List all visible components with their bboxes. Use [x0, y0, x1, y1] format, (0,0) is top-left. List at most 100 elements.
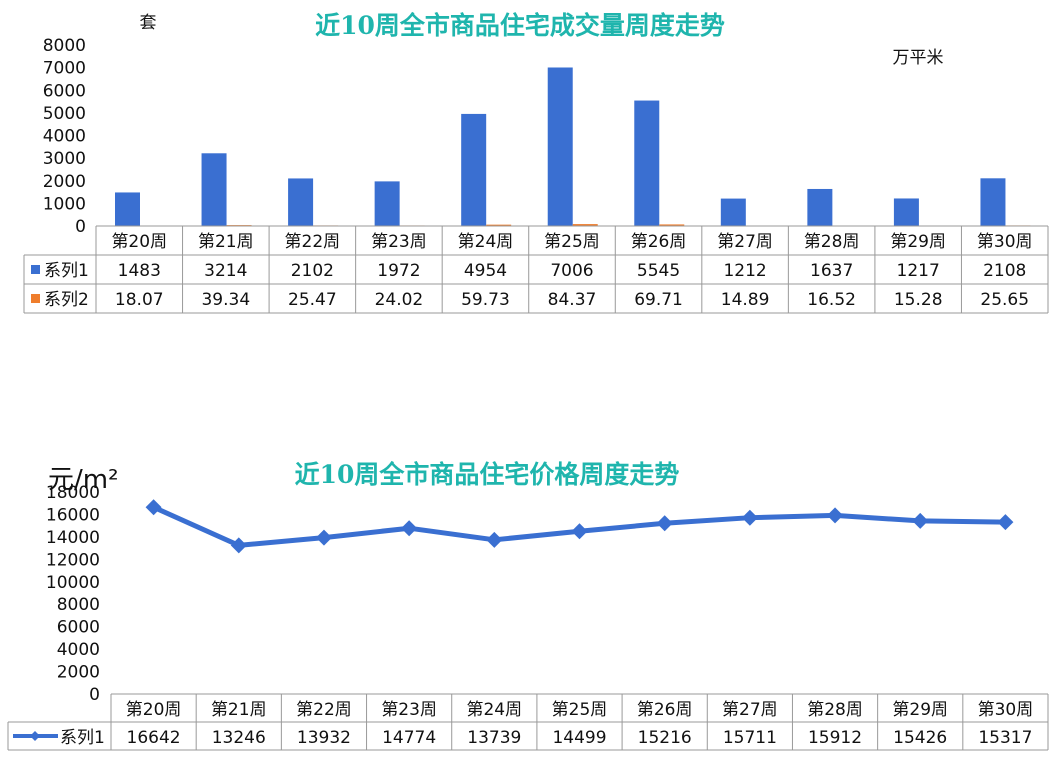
- x-category-label: 第25周: [552, 700, 608, 720]
- y-tick-label: 2000: [43, 172, 86, 192]
- series1-data-cell: 15216: [638, 728, 692, 748]
- series2-data-cell: 25.47: [288, 290, 337, 310]
- chart1-title: 近10周全市商品住宅成交量周度走势: [315, 11, 725, 40]
- y-tick-label: 16000: [46, 505, 100, 525]
- y-tick-label: 8000: [43, 36, 86, 56]
- series2-data-cell: 84.37: [548, 290, 597, 310]
- price-point: [486, 531, 503, 548]
- series1-data-cell: 1483: [118, 261, 161, 281]
- price-point: [827, 507, 844, 524]
- series2-data-cell: 18.07: [115, 290, 164, 310]
- bar-series1: [980, 178, 1006, 226]
- bar-series1: [634, 100, 660, 226]
- series1-data-cell: 1217: [897, 261, 940, 281]
- x-category-label: 第30周: [977, 232, 1033, 252]
- bar-series1: [115, 192, 140, 226]
- x-category-label: 第20周: [111, 232, 167, 252]
- price-point: [741, 509, 758, 526]
- price-point: [315, 529, 332, 546]
- series1-data-cell: 1212: [723, 261, 766, 281]
- series2-data-cell: 16.52: [807, 290, 856, 310]
- x-category-label: 第26周: [637, 700, 693, 720]
- x-category-label: 第22周: [285, 232, 341, 252]
- y-tick-label: 4000: [57, 640, 100, 660]
- series1-data-cell: 2102: [291, 261, 334, 281]
- series1-legend-marker: [30, 731, 40, 741]
- series1-data-cell: 15912: [808, 728, 862, 748]
- bar-series2: [486, 224, 512, 226]
- series1-data-cell: 13739: [467, 728, 521, 748]
- series1-name: 系列1: [44, 261, 89, 281]
- series1-data-cell: 14774: [382, 728, 436, 748]
- bar-series1: [807, 188, 833, 226]
- y-tick-label: 6000: [43, 81, 86, 101]
- series1-data-cell: 3214: [204, 261, 247, 281]
- chart2-unit: 元/m²: [48, 465, 119, 495]
- x-category-label: 第21周: [211, 700, 267, 720]
- series2-data-cell: 69.71: [634, 290, 683, 310]
- series2-data-cell: 24.02: [375, 290, 424, 310]
- series2-data-cell: 39.34: [201, 290, 250, 310]
- x-category-label: 第28周: [807, 700, 863, 720]
- series1-data-cell: 15426: [893, 728, 947, 748]
- y-tick-label: 18000: [46, 483, 100, 503]
- x-category-label: 第24周: [458, 232, 514, 252]
- bar-series2: [659, 224, 685, 226]
- series1-data-cell: 13932: [297, 728, 351, 748]
- y-tick-label: 6000: [57, 618, 100, 638]
- x-category-label: 第23周: [371, 232, 427, 252]
- y-tick-label: 2000: [57, 663, 100, 683]
- bar-series1: [720, 198, 746, 226]
- series1-data-cell: 5545: [637, 261, 680, 281]
- price-point: [145, 499, 162, 516]
- series1-legend-key: [31, 265, 40, 274]
- bar-series1: [288, 178, 314, 226]
- series2-data-cell: 14.89: [721, 290, 770, 310]
- y-tick-label: 0: [75, 217, 86, 237]
- x-category-label: 第24周: [466, 700, 522, 720]
- x-category-label: 第28周: [804, 232, 860, 252]
- series1-data-cell: 1972: [377, 261, 420, 281]
- series1-data-cell: 7006: [550, 261, 593, 281]
- series1-data-cell: 2108: [983, 261, 1026, 281]
- bar-series1: [547, 67, 573, 226]
- x-category-label: 第30周: [978, 700, 1034, 720]
- x-category-label: 第22周: [296, 700, 352, 720]
- price-point: [912, 512, 929, 529]
- chart2-title: 近10周全市商品住宅价格周度走势: [295, 460, 680, 489]
- series2-data-cell: 59.73: [461, 290, 510, 310]
- x-category-label: 第27周: [722, 700, 778, 720]
- series2-data-cell: 15.28: [894, 290, 943, 310]
- chart1-left-unit: 套: [140, 13, 157, 33]
- series1-data-cell: 15317: [978, 728, 1032, 748]
- price-point: [997, 514, 1014, 531]
- series2-name: 系列2: [44, 290, 89, 310]
- chart1-right-unit: 万平米: [893, 48, 944, 68]
- x-category-label: 第27周: [717, 232, 773, 252]
- bar-series2: [572, 224, 598, 226]
- bar-series1: [201, 153, 227, 226]
- series1-data-cell: 4954: [464, 261, 507, 281]
- price-point: [230, 537, 247, 554]
- y-tick-label: 14000: [46, 528, 100, 548]
- x-category-label: 第21周: [198, 232, 254, 252]
- bar-series1: [374, 181, 400, 226]
- price-point: [656, 515, 673, 532]
- y-tick-label: 12000: [46, 550, 100, 570]
- x-category-label: 第29周: [892, 700, 948, 720]
- x-category-label: 第25周: [544, 232, 600, 252]
- y-tick-label: 1000: [43, 194, 86, 214]
- x-category-label: 第20周: [126, 700, 182, 720]
- x-category-label: 第23周: [381, 700, 437, 720]
- series1-data-cell: 13246: [212, 728, 266, 748]
- y-tick-label: 7000: [43, 59, 86, 79]
- series1-data-cell: 1637: [810, 261, 853, 281]
- series2-data-cell: 25.65: [980, 290, 1029, 310]
- x-category-label: 第26周: [631, 232, 687, 252]
- series2-legend-key: [31, 294, 40, 303]
- bar-series1: [893, 198, 919, 226]
- price-point: [571, 523, 588, 540]
